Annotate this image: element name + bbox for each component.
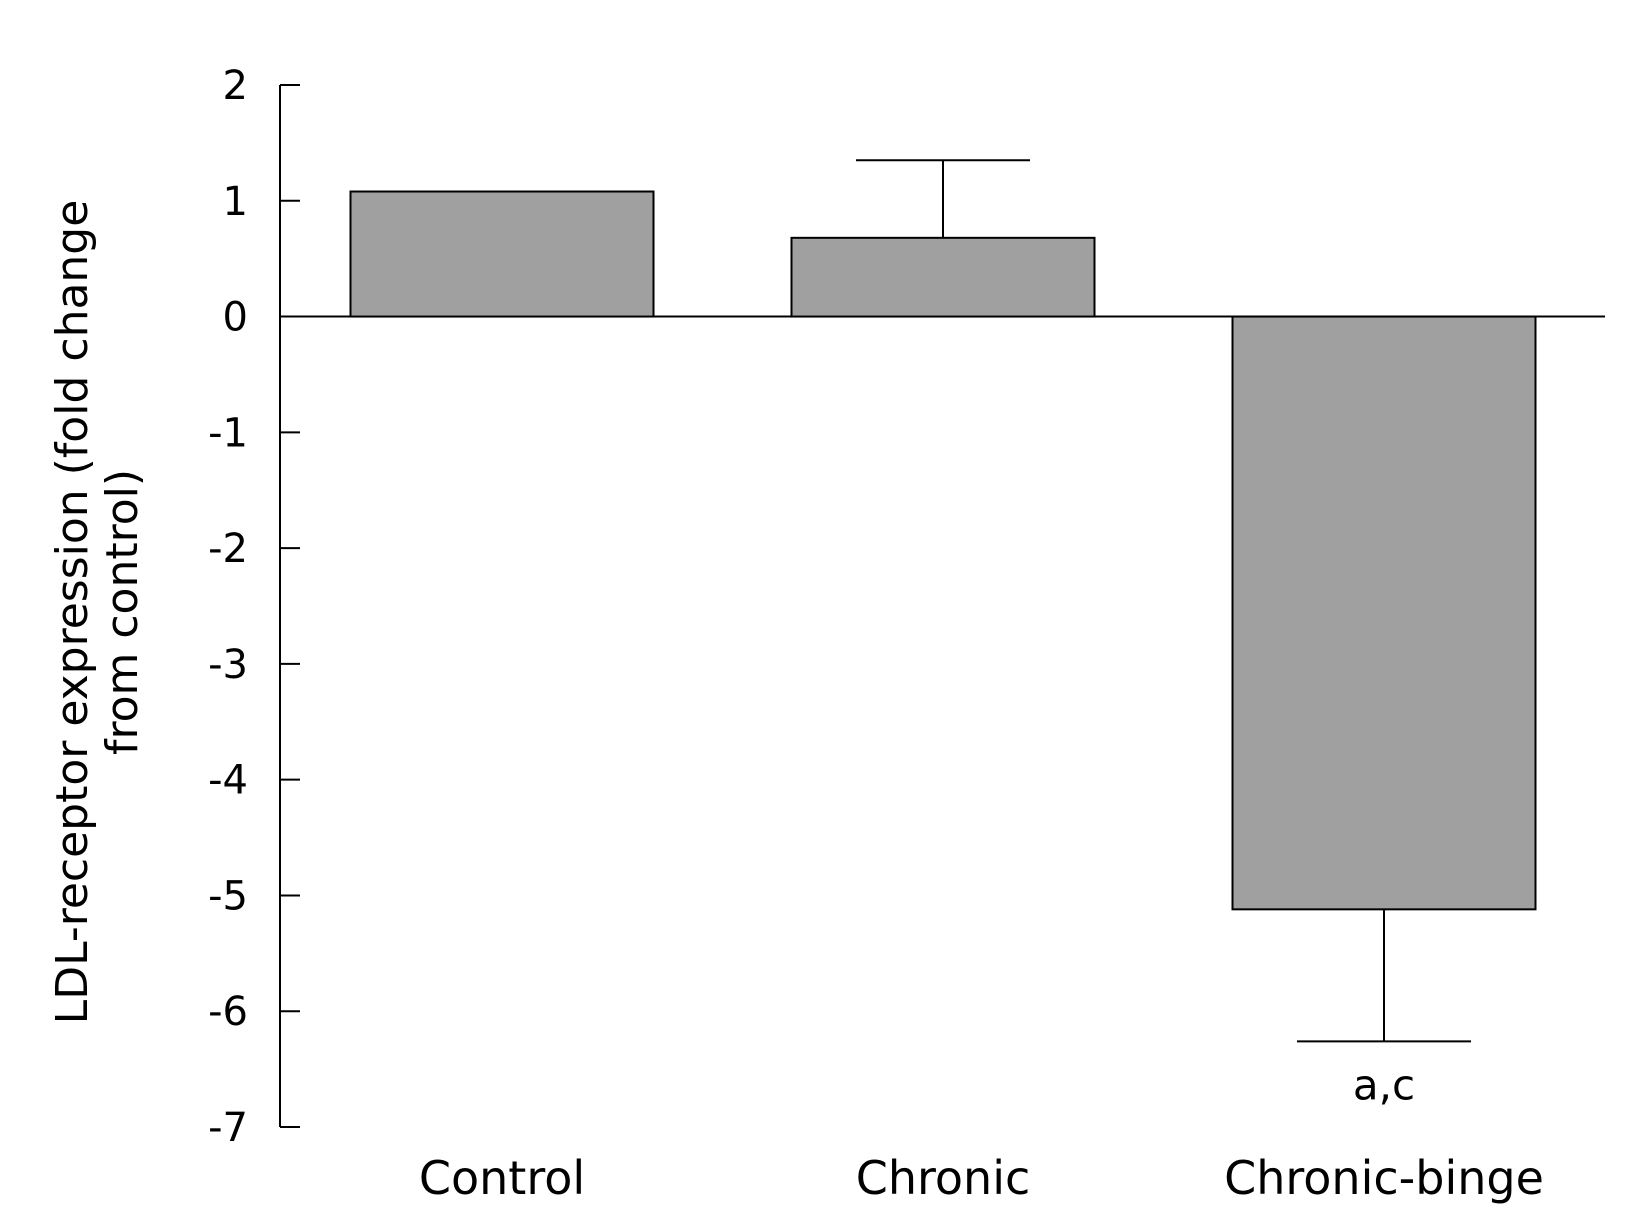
bars bbox=[349, 190, 1537, 911]
y-tick-label: -3 bbox=[208, 642, 248, 688]
y-axis-label-line-2: from control) bbox=[97, 469, 148, 755]
bar-chronic-binge bbox=[1231, 315, 1537, 911]
y-tick-label: -4 bbox=[208, 758, 248, 804]
svg-text:from control): from control) bbox=[97, 469, 148, 755]
y-tick-label: -1 bbox=[208, 410, 248, 456]
bar-chronic bbox=[790, 236, 1096, 318]
y-tick-label: -2 bbox=[208, 526, 248, 572]
y-tick-label: -5 bbox=[208, 873, 248, 919]
y-tick-label: -7 bbox=[208, 1105, 248, 1151]
y-tick-label: 0 bbox=[223, 295, 248, 341]
x-tick-label: Control bbox=[419, 1151, 585, 1205]
y-axis-label: LDL-receptor expression (fold change fro… bbox=[47, 200, 148, 1025]
y-tick-label: 2 bbox=[223, 63, 248, 109]
significance-annotation: a,c bbox=[1353, 1060, 1415, 1109]
y-axis-label-line-1: LDL-receptor expression (fold change bbox=[47, 200, 98, 1025]
error-bars bbox=[856, 159, 1471, 1043]
annotations: a,c bbox=[1353, 1060, 1415, 1109]
x-tick-label: Chronic bbox=[856, 1151, 1031, 1205]
y-ticks: 2 1 0 -1 -2 -3 -4 -5 -6 -7 bbox=[208, 63, 300, 1151]
bar-control bbox=[349, 190, 655, 318]
x-tick-label: Chronic-binge bbox=[1224, 1151, 1544, 1205]
x-tick-labels: Control Chronic Chronic-binge bbox=[419, 1151, 1544, 1205]
y-tick-label: 1 bbox=[223, 179, 248, 225]
y-tick-label: -6 bbox=[208, 989, 248, 1035]
svg-text:LDL-receptor expression (fold: LDL-receptor expression (fold change bbox=[47, 200, 98, 1025]
